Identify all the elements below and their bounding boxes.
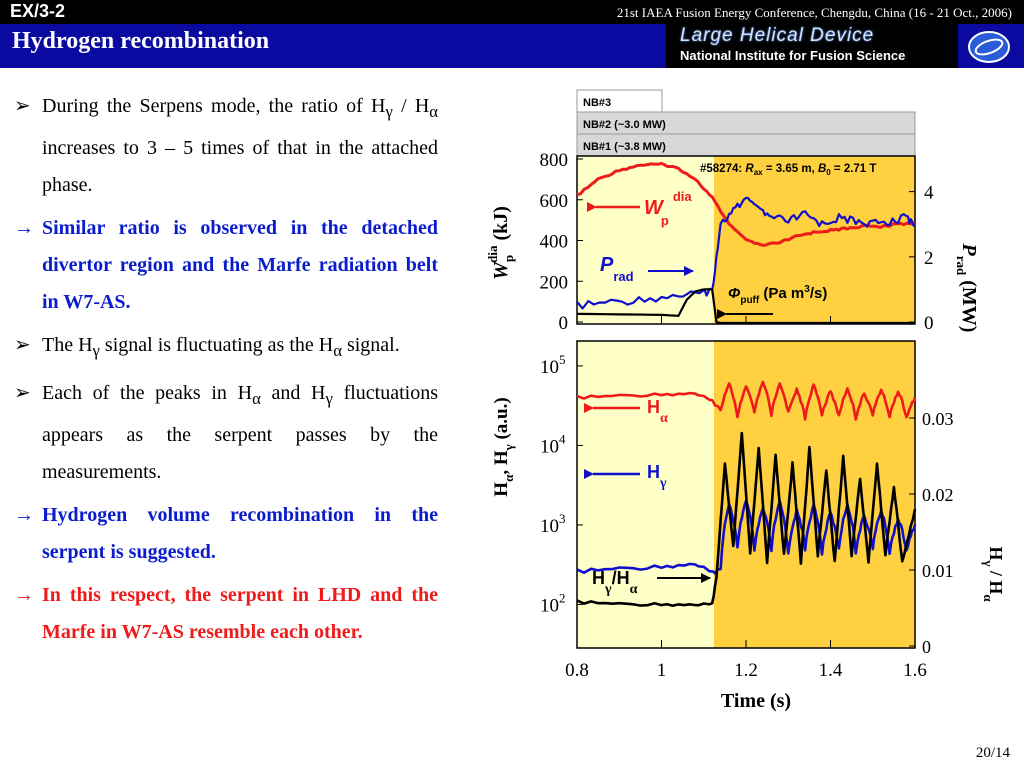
triangle-bullet-icon: ➢: [14, 95, 31, 117]
bullet-2: → Similar ratio is observed in the detac…: [14, 210, 438, 321]
nifs-emblem-icon: [968, 31, 1010, 63]
phi-annotation: Φpuff (Pa m3/s): [728, 284, 827, 306]
x-axis-label: Time (s): [721, 690, 791, 712]
logo-line-1: Large Helical Device: [680, 25, 875, 46]
bullet-1: ➢ During the Serpens mode, the ratio of …: [14, 88, 438, 204]
page-number: 20/14: [975, 745, 1010, 761]
ha-annotation: Hα: [647, 397, 668, 426]
nb1-label: NB#1 (~3.8 MW): [583, 141, 666, 153]
bullet-list: ➢ During the Serpens mode, the ratio of …: [14, 88, 438, 657]
x-tick-label: 0.8: [565, 660, 589, 681]
x-tick-label: 1: [657, 660, 667, 681]
bullet-4: ➢ Each of the peaks in Hα and Hγ fluctua…: [14, 375, 438, 491]
gas-puff-line: [576, 288, 915, 325]
nb2-label: NB#2 (~3.0 MW): [583, 119, 666, 131]
y-tick-label-bottom-left: 103: [540, 511, 566, 537]
tick-layer: 0 200 400 600 800 0 2 4 102 103 104 105 0 0.01 0.02 0.0…: [540, 150, 954, 681]
prad-line: [576, 196, 916, 310]
arrow-bullet-icon: →: [14, 504, 34, 526]
y-tick-label-top-right: 4: [924, 183, 934, 204]
x-tick-label: 1.6: [903, 660, 927, 681]
y-tick-label-top-left: 200: [540, 272, 569, 293]
x-tick-label: 1.2: [734, 660, 758, 681]
lhd-logo: [666, 24, 958, 68]
triangle-bullet-icon: ➢: [14, 382, 31, 404]
header-bar: [0, 0, 1024, 24]
y-tick-label-bottom-left: 102: [540, 590, 566, 616]
y-tick-label-bottom-left: 105: [540, 352, 566, 378]
y-tick-label-top-left: 600: [540, 191, 569, 212]
right-axis-label-bottom: Hγ / Hα: [981, 546, 1006, 602]
bullet-3: ➢ The Hγ signal is fluctuating as the Hα…: [14, 327, 438, 369]
arrow-bullet-icon: →: [14, 584, 34, 606]
y-tick-label-top-left: 0: [559, 313, 569, 334]
y-tick-label-top-right: 0: [924, 313, 934, 334]
triangle-bullet-icon: ➢: [14, 334, 31, 356]
y-tick-label-top-left: 800: [540, 150, 569, 171]
right-axis-label-top: Prad (MW): [954, 243, 980, 333]
conference-label: 21st IAEA Fusion Energy Conference, Chen…: [616, 5, 1012, 20]
header-divider: [0, 68, 1024, 70]
bullet-6: → In this respect, the serpent in LHD an…: [14, 577, 438, 651]
y-tick-label-bottom-right: 0.02: [922, 485, 954, 505]
wp-dia-line: [576, 161, 916, 247]
y-tick-label-bottom-right: 0.03: [922, 409, 954, 429]
logo-line-2: National Institute for Fusion Science: [680, 48, 906, 63]
nb-timing-rows: NB#3 NB#2 (~3.0 MW) NB#1 (~3.8 MW): [576, 89, 916, 157]
ratio-annotation: Hγ/Hα: [592, 568, 638, 597]
y-tick-label-top-left: 400: [540, 232, 569, 253]
y-tick-label-bottom-left: 104: [540, 431, 566, 457]
h-alpha-line: [576, 380, 917, 421]
prad-annotation: Prad: [600, 254, 634, 284]
arrow-bullet-icon: →: [14, 217, 34, 239]
x-tick-label: 1.4: [819, 660, 843, 681]
h-gamma-h-alpha-ratio-line: [576, 431, 917, 607]
shot-label: #58274: Rax = 3.65 m, B0 = 2.71 T: [700, 163, 876, 177]
y-tick-label-bottom-right: 0: [922, 637, 931, 657]
y-tick-label-bottom-right: 0.01: [922, 561, 954, 581]
left-axis-label-top: Wpdia (kJ): [485, 206, 516, 280]
bullet-5: → Hydrogen volume recombination in the s…: [14, 497, 438, 571]
page-title: Hydrogen recombination: [12, 28, 270, 54]
y-tick-label-top-right: 2: [924, 248, 934, 269]
paper-code: EX/3-2: [10, 1, 66, 21]
left-axis-label-bottom: Hα, Hγ (a.u.): [491, 397, 516, 496]
hg-annotation: Hγ: [647, 462, 667, 491]
series-layer: [576, 161, 917, 607]
nb3-label: NB#3: [583, 97, 611, 109]
